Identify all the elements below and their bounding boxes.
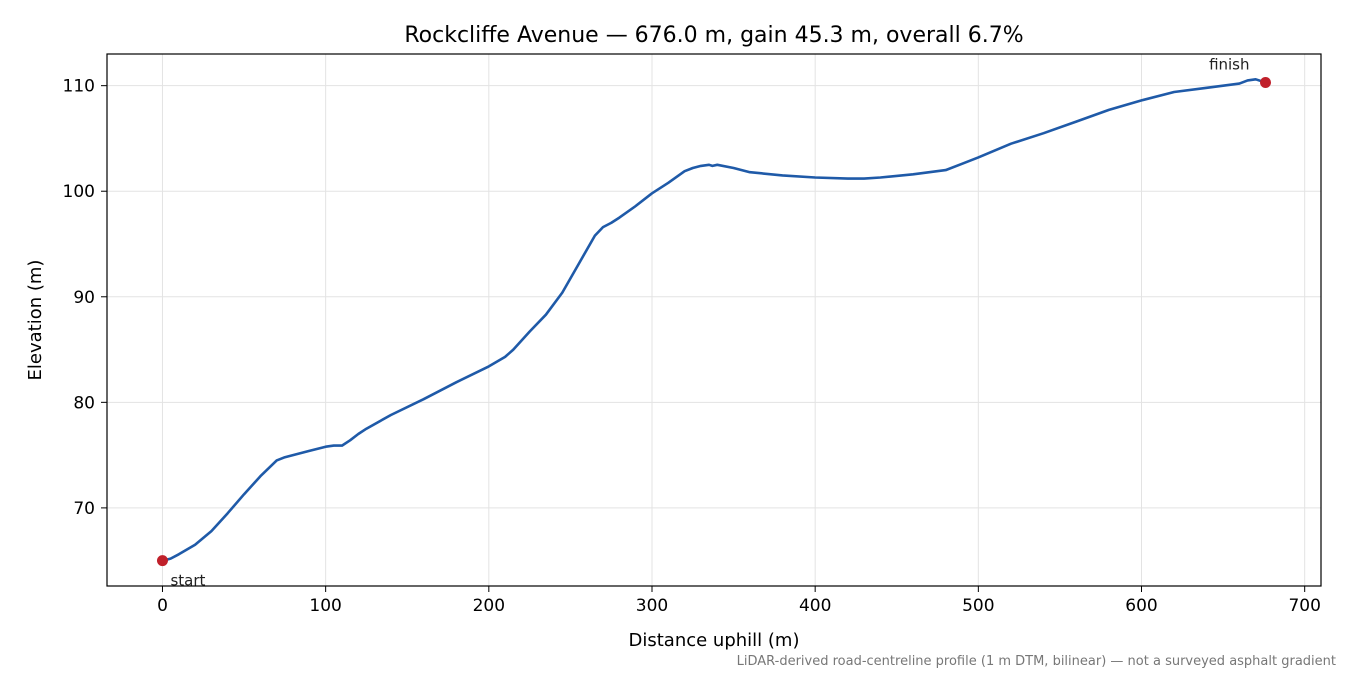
x-tick-label: 300 (636, 596, 668, 616)
y-tick-label: 100 (63, 182, 95, 202)
elevation-line (161, 78, 1267, 562)
grid (107, 54, 1321, 586)
x-axis-label: Distance uphill (m) (629, 630, 800, 651)
x-tick-label: 600 (1125, 596, 1157, 616)
x-tick-label: 0 (157, 596, 168, 616)
y-axis-label: Elevation (m) (25, 260, 46, 381)
chart-title: Rockcliffe Avenue — 676.0 m, gain 45.3 m… (404, 23, 1023, 48)
x-tick-label: 100 (309, 596, 341, 616)
x-tick-label: 200 (473, 596, 505, 616)
x-tick-label: 500 (962, 596, 994, 616)
y-tick-label: 80 (73, 393, 95, 413)
finish-marker (1260, 77, 1272, 88)
y-tick-label: 90 (73, 288, 95, 308)
finish-label: finish (1209, 56, 1249, 74)
plot-area: start finish (156, 56, 1272, 590)
x-tick-label: 400 (799, 596, 831, 616)
start-marker (156, 555, 168, 567)
y-tick-label: 70 (73, 499, 95, 519)
footnote: LiDAR-derived road-centreline profile (1… (737, 654, 1336, 669)
axis-ticks: 0 100 200 300 400 500 600 700 70 80 90 100 110 (63, 77, 1321, 616)
plot-frame (106, 53, 1322, 587)
start-label: start (170, 572, 205, 590)
y-tick-label: 110 (63, 77, 95, 97)
x-tick-label: 700 (1288, 596, 1320, 616)
